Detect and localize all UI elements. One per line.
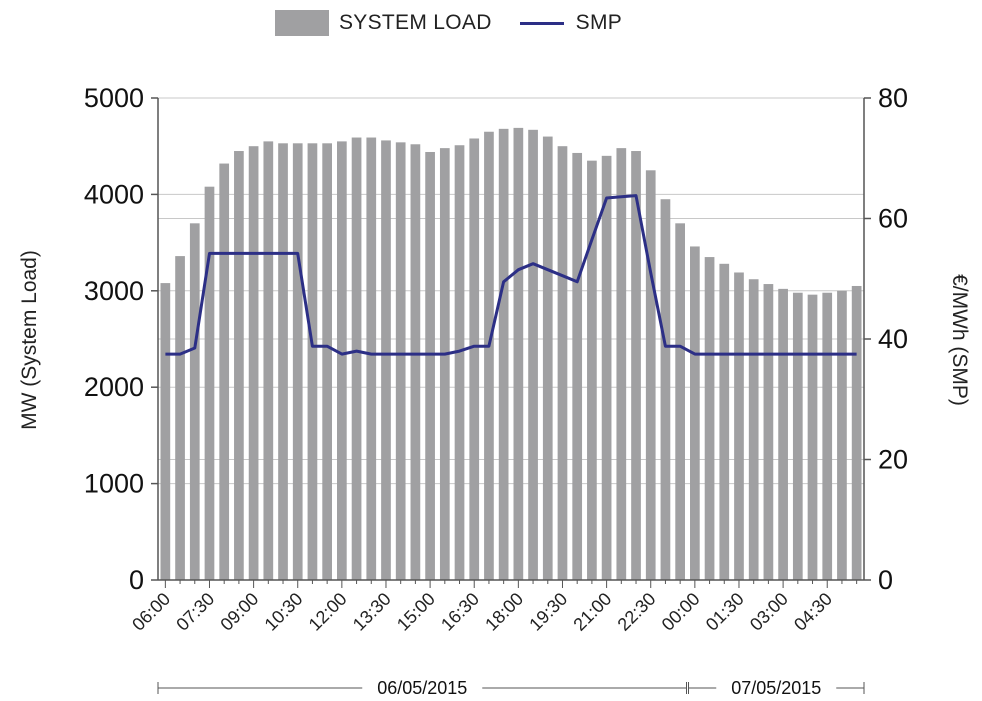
bar <box>204 186 215 581</box>
y-tick-label-left: 4000 <box>84 179 144 209</box>
y-tick-label-right: 40 <box>878 324 908 354</box>
bar <box>542 136 553 580</box>
bar <box>278 143 288 581</box>
y-tick-label-right: 60 <box>878 204 908 234</box>
smp-line-group <box>165 194 857 356</box>
bar <box>837 290 847 580</box>
bar <box>322 143 332 581</box>
x-tick-label: 13:30 <box>349 589 395 635</box>
bar <box>410 144 421 580</box>
bar <box>616 148 627 581</box>
bar <box>366 137 377 581</box>
x-tick-label: 04:30 <box>790 589 836 635</box>
y-tick-label-right: 80 <box>878 83 908 113</box>
bar <box>675 223 685 580</box>
bar <box>557 146 568 580</box>
bar <box>234 151 244 580</box>
bar <box>748 279 759 580</box>
y-tick-label-left: 5000 <box>84 83 144 113</box>
bars-group <box>160 127 862 581</box>
x-tick-label: 09:00 <box>216 589 262 635</box>
y-tick-label-left: 3000 <box>84 276 144 306</box>
bar <box>704 257 715 580</box>
y-tick-label-right: 0 <box>878 565 893 595</box>
y-tick-label-right: 20 <box>878 445 908 475</box>
bar <box>513 127 524 580</box>
y-tick-label-left: 2000 <box>84 372 144 402</box>
bar <box>763 284 774 580</box>
x-tick-label: 19:30 <box>525 589 571 635</box>
bar <box>248 146 259 580</box>
y-axis-label-left: MW (System Load) <box>18 250 41 430</box>
y-axis-label-right: €/MWh (SMP) <box>948 274 971 406</box>
legend-label-system-load: SYSTEM LOAD <box>339 11 492 34</box>
bar <box>631 151 641 580</box>
legend-swatch-bar <box>275 10 329 36</box>
bar <box>822 292 833 580</box>
bar <box>189 223 200 580</box>
bar <box>528 129 538 580</box>
bar <box>792 292 803 580</box>
x-tick-label: 03:00 <box>746 589 792 635</box>
bar <box>351 137 362 581</box>
bar <box>307 143 318 581</box>
bar <box>425 151 435 580</box>
bar <box>807 294 818 580</box>
date-group-label: 07/05/2015 <box>731 678 821 698</box>
date-group-label: 06/05/2015 <box>377 678 467 698</box>
smp-line <box>165 194 857 356</box>
bar <box>263 141 274 580</box>
y-tick-label-left: 0 <box>129 565 144 595</box>
chart-legend: SYSTEM LOAD SMP <box>275 8 622 38</box>
bar <box>219 163 230 580</box>
bar <box>690 246 700 580</box>
x-tick-label: 22:30 <box>614 589 660 635</box>
date-group-axis: 06/05/2015 07/05/2015 <box>157 678 865 698</box>
bar <box>175 256 185 580</box>
x-tick-label: 01:30 <box>702 589 748 635</box>
legend-item-system-load: SYSTEM LOAD <box>275 10 492 36</box>
y-tick-label-left: 1000 <box>84 469 144 499</box>
bar <box>469 138 480 580</box>
bar <box>601 155 612 580</box>
x-tick-label: 00:00 <box>658 589 704 635</box>
gridlines <box>158 97 864 485</box>
bar <box>454 145 465 580</box>
bar <box>645 170 656 581</box>
bar <box>484 131 494 581</box>
bar <box>292 143 303 581</box>
bar <box>734 272 744 580</box>
bar <box>587 160 597 580</box>
x-tick-label: 06:00 <box>128 589 174 635</box>
bar <box>160 283 171 580</box>
bar <box>572 152 583 580</box>
bar <box>439 148 450 581</box>
x-tick-label: 16:30 <box>437 589 483 635</box>
bar <box>660 199 671 580</box>
x-tick-label: 12:00 <box>305 589 351 635</box>
x-tick-label: 07:30 <box>172 589 218 635</box>
bar <box>498 128 509 580</box>
bar <box>337 141 347 580</box>
bar <box>381 140 391 580</box>
legend-label-smp: SMP <box>575 11 623 34</box>
bar <box>778 288 788 580</box>
bar <box>395 142 406 580</box>
bar <box>851 285 862 580</box>
x-tick-label: 10:30 <box>261 589 307 635</box>
x-tick-label: 21:00 <box>569 589 615 635</box>
x-tick-label: 15:00 <box>393 589 439 635</box>
legend-swatch-line <box>519 21 564 25</box>
bar <box>719 263 730 580</box>
x-tick-label: 18:00 <box>481 589 527 635</box>
legend-item-smp: SMP <box>492 11 622 35</box>
